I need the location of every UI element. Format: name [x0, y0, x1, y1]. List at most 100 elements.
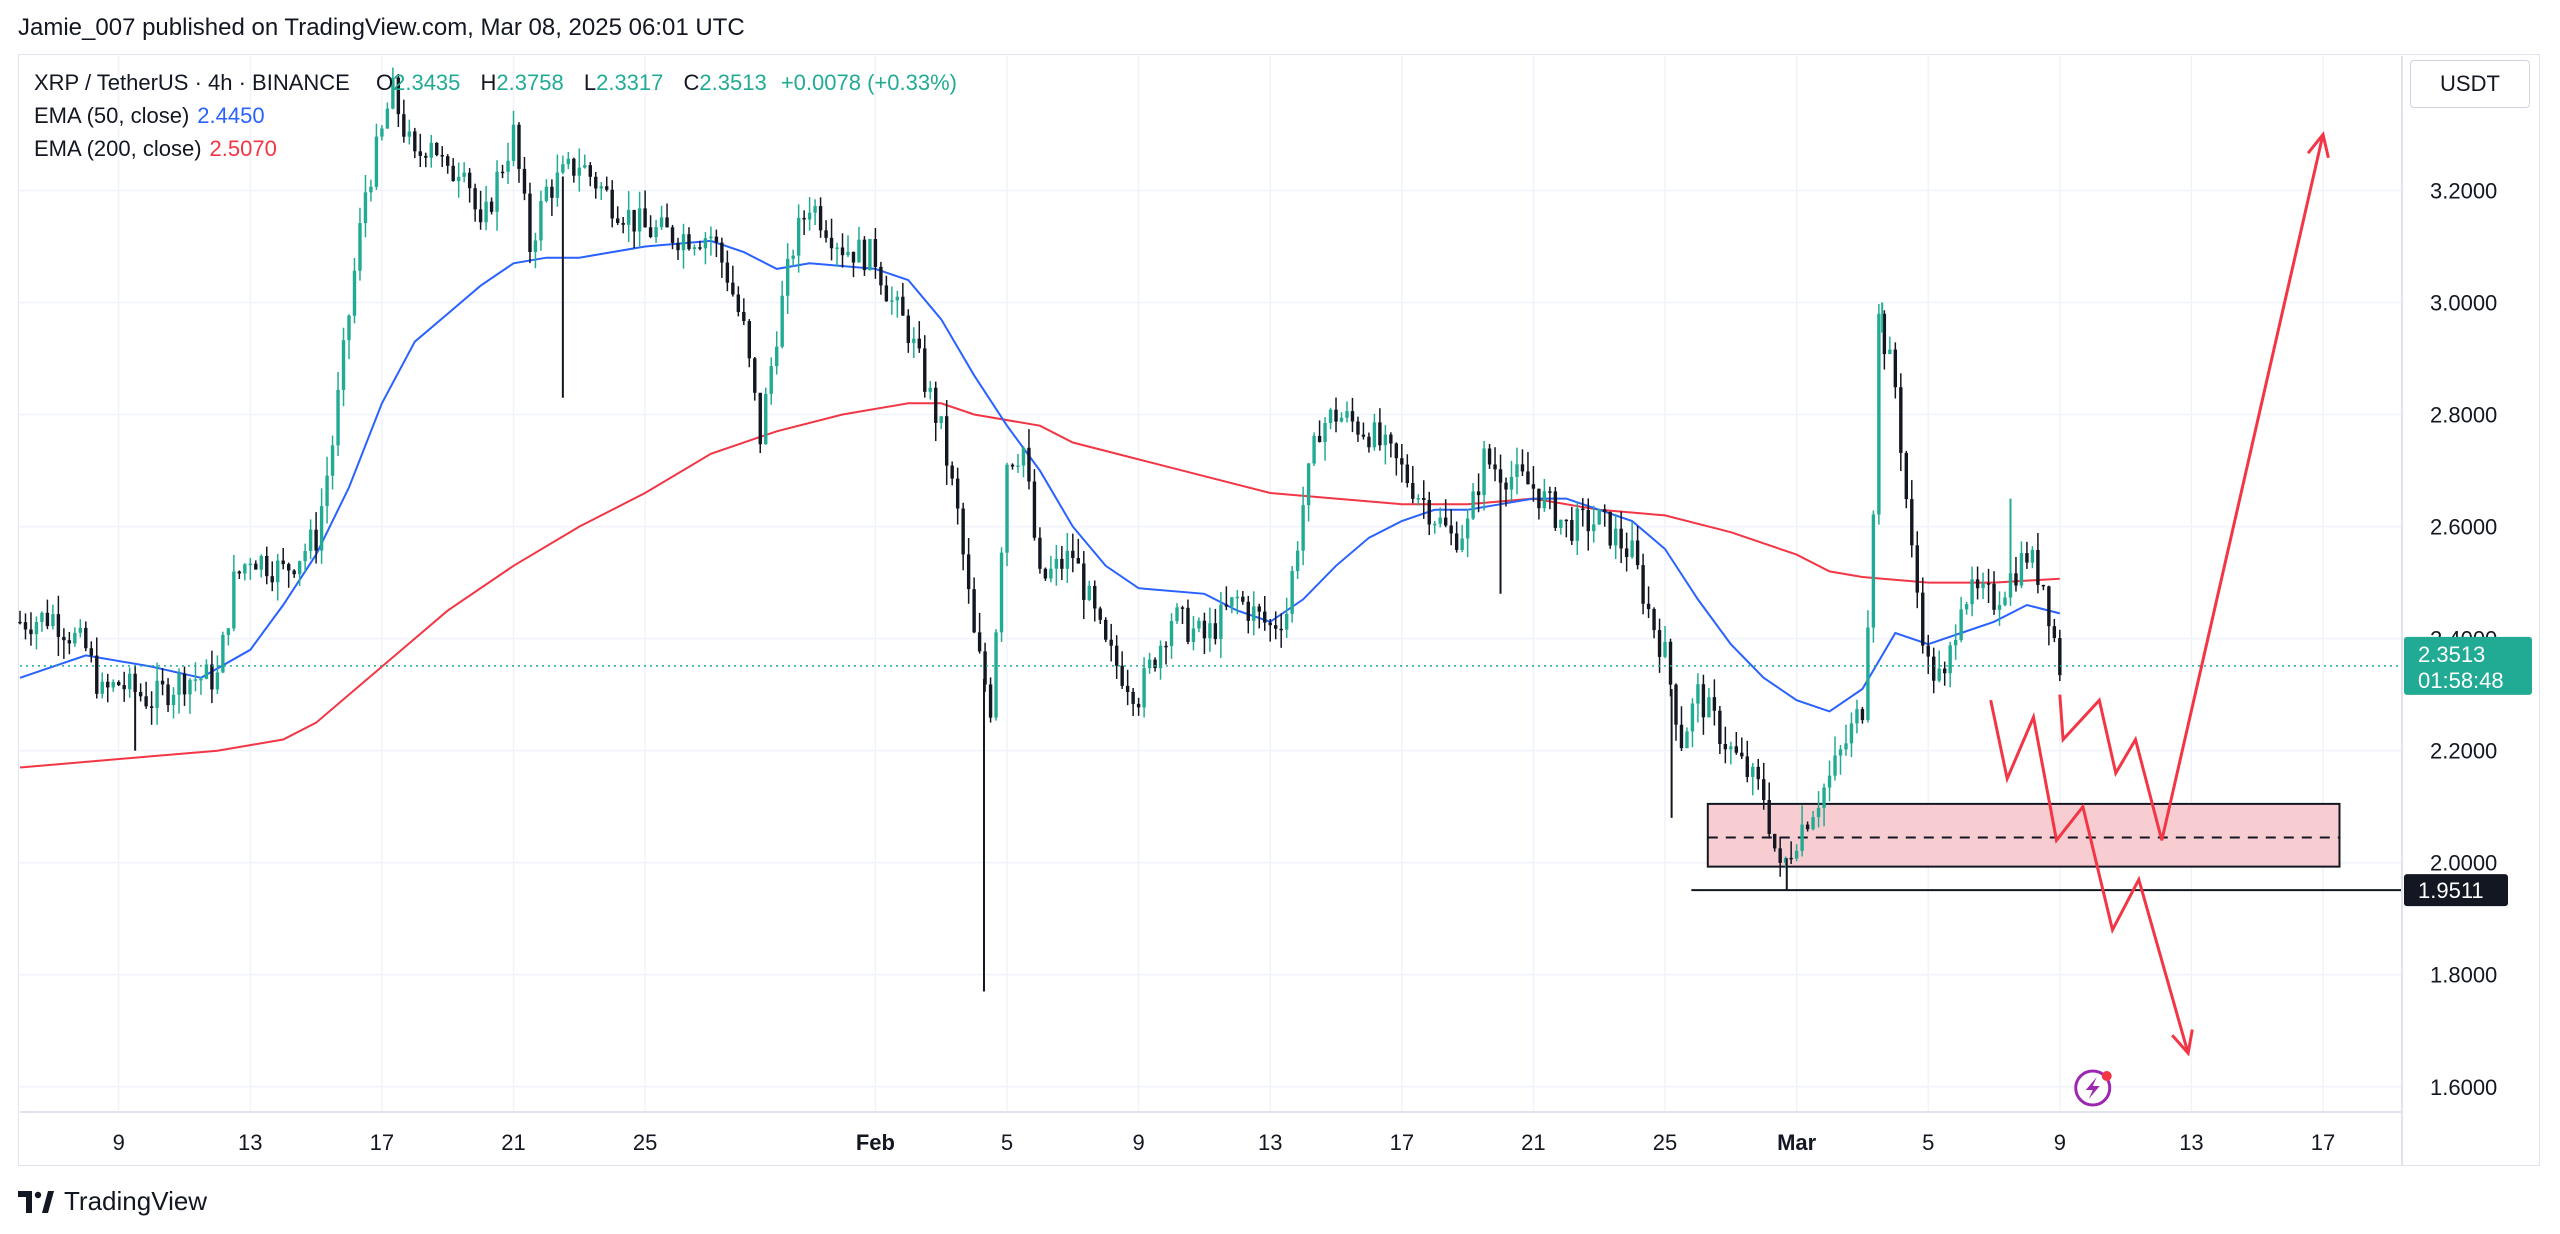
currency-button[interactable]: USDT: [2410, 60, 2530, 108]
candle-body: [1542, 491, 1547, 509]
candle-body: [1592, 524, 1596, 532]
price-axis[interactable]: 1.60001.80002.00002.20002.40002.60002.80…: [2401, 56, 2497, 1166]
candle-body: [818, 206, 823, 231]
candle-body: [615, 218, 620, 224]
candle-body: [1652, 608, 1656, 631]
candle-body: [1328, 409, 1333, 424]
candle-body: [440, 155, 444, 157]
candle-body: [1449, 525, 1453, 534]
candle-body: [1411, 483, 1415, 499]
candle-body: [561, 164, 565, 173]
candle-body: [1789, 857, 1793, 860]
candle-body: [1975, 579, 1980, 589]
candle-body: [1120, 665, 1124, 686]
candle-body: [489, 201, 494, 212]
candle-body: [895, 296, 900, 301]
time-tick-label: 9: [113, 1130, 125, 1155]
last-price-value: 2.3513: [2418, 642, 2485, 667]
candle-body: [758, 392, 762, 445]
ema50-layer: [19, 239, 2061, 713]
ema200-legend-row[interactable]: EMA (200, close) 2.5070: [34, 132, 957, 165]
candle-body: [281, 560, 285, 565]
candle-body: [1290, 571, 1294, 614]
candle-body: [999, 552, 1004, 633]
candle-body: [2036, 549, 2040, 585]
candle-body: [1723, 743, 1728, 750]
candle-body: [1520, 464, 1525, 472]
candle-body: [1646, 603, 1651, 609]
candle-body: [1608, 511, 1612, 546]
candle-body: [396, 77, 401, 115]
candle-body: [2003, 597, 2007, 606]
candle-body: [1164, 645, 1168, 648]
candle-body: [1959, 609, 1963, 640]
candle-body: [1690, 703, 1695, 732]
candle-body: [1657, 630, 1662, 657]
candle-body: [840, 247, 845, 256]
time-tick-label: 13: [1258, 1130, 1282, 1155]
candle-body: [917, 338, 921, 349]
candle-body: [879, 266, 883, 286]
candle-body: [2008, 573, 2013, 598]
candle-body: [199, 678, 203, 681]
candle-body: [1526, 471, 1530, 485]
candle-body: [703, 238, 708, 249]
ema200-value: 2.5070: [209, 136, 277, 161]
candle-body: [626, 209, 631, 225]
candle-body: [391, 77, 395, 109]
candle-body: [1263, 611, 1267, 623]
candle-body: [133, 673, 137, 692]
candle-body: [1816, 807, 1821, 818]
candle-body: [407, 131, 412, 137]
candle-body: [1104, 619, 1108, 640]
candle-body: [1822, 787, 1826, 808]
candle-body: [1482, 448, 1486, 496]
ema50-legend-row[interactable]: EMA (50, close) 2.4450: [34, 99, 957, 132]
candle-body: [1213, 623, 1218, 640]
time-axis[interactable]: 9 13 17 21 25 Feb 5 9 13 17 21 25 Mar 5 9 13 17: [20, 1111, 2402, 1155]
candle-body: [1548, 491, 1552, 493]
candle-body: [857, 239, 861, 263]
candle-body: [160, 680, 165, 685]
price-tick-label: 2.8000: [2430, 403, 2497, 428]
candle-body: [500, 171, 505, 174]
candle-body: [610, 189, 614, 219]
candle-body: [1603, 509, 1607, 512]
candle-body: [1153, 659, 1157, 669]
candle-body: [522, 168, 527, 194]
candle-body: [1948, 645, 1952, 674]
candle-body: [681, 234, 686, 251]
candle-body: [1762, 779, 1766, 800]
candle-body: [1718, 710, 1722, 744]
price-tick-label: 1.6000: [2430, 1075, 2497, 1100]
candle-body: [226, 628, 231, 635]
candle-body: [1301, 505, 1305, 551]
candle-body: [1772, 833, 1777, 849]
candle-body: [1586, 510, 1590, 532]
candle-body: [775, 346, 779, 367]
candle-body: [1849, 723, 1854, 744]
footer-brand[interactable]: TradingView: [18, 1186, 207, 1217]
candle-body: [2052, 626, 2057, 639]
candle-body: [1356, 421, 1360, 435]
lightning-bolt-icon: [2085, 1077, 2100, 1099]
candle-body: [934, 387, 938, 423]
candle-body: [221, 634, 225, 673]
candle-body: [67, 640, 72, 644]
candle-body: [692, 247, 697, 250]
candle-body: [1114, 645, 1119, 666]
candle-body: [824, 230, 828, 238]
candle-body: [18, 621, 22, 624]
candle-body: [901, 296, 905, 316]
candle-body: [341, 340, 346, 390]
candle-body: [1438, 517, 1442, 524]
candle-body: [243, 564, 247, 574]
candle-body: [1729, 746, 1733, 750]
candle-body: [62, 636, 66, 641]
candle-body: [769, 366, 773, 394]
candle-body: [605, 186, 609, 190]
candles: [18, 67, 2062, 992]
candle-body: [1855, 709, 1859, 724]
ema50-value: 2.4450: [197, 103, 265, 128]
